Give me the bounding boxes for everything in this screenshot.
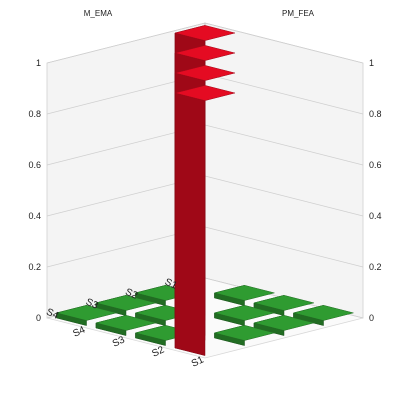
z-tick-right: 0 — [369, 313, 374, 323]
bar-S2-S3 — [214, 304, 275, 326]
bar-S4-S3 — [135, 324, 196, 346]
axis-title-left: M_EMA — [84, 9, 113, 18]
row-label: S2 — [123, 287, 139, 302]
bar-S3-S4 — [214, 324, 275, 346]
bar-S1-S4 — [293, 304, 354, 326]
z-tick-right: 1 — [369, 58, 374, 68]
bar-S1-S3 — [253, 294, 315, 316]
row-label: S4 — [44, 307, 60, 322]
z-tick-left: 0.4 — [28, 211, 41, 221]
bar-S4-S2 — [95, 314, 157, 336]
z-tick-right: 0.8 — [369, 109, 382, 119]
row-label: S1 — [163, 277, 179, 292]
category-labels: S1 S2 S3 S4 S1 S2 S3 S4 — [44, 277, 206, 370]
z-tick-right: 0.2 — [369, 262, 382, 272]
z-tick-right: 0.6 — [369, 160, 382, 170]
bar-S3-S1 — [95, 294, 157, 316]
column-label: S4 — [71, 324, 87, 339]
column-label: S2 — [150, 344, 166, 359]
z-tick-left: 0.2 — [28, 262, 41, 272]
column-label: S1 — [190, 354, 206, 369]
column-label: S3 — [111, 334, 127, 349]
z-axis-ticks: 0 0.2 0.4 0.6 0.8 1 0 0.2 0.4 0.6 0.8 1 — [28, 58, 381, 323]
bar-S3-S2 — [135, 304, 196, 326]
z-tick-left: 0 — [36, 313, 41, 323]
right-back-wall — [204, 22, 364, 319]
bars — [56, 25, 354, 356]
z-tick-left: 1 — [36, 58, 41, 68]
z-tick-left: 0.6 — [28, 160, 41, 170]
bar-S1-S2 — [214, 284, 275, 306]
row-label: S3 — [84, 297, 100, 312]
axis-title-right: PM_FEA — [282, 9, 315, 18]
bar-S4-S1 — [56, 304, 117, 326]
z-tick-right: 0.4 — [369, 211, 382, 221]
z-tick-left: 0.8 — [28, 109, 41, 119]
bar-S4-S4 — [174, 85, 236, 356]
bar-S2-S4 — [253, 314, 315, 336]
